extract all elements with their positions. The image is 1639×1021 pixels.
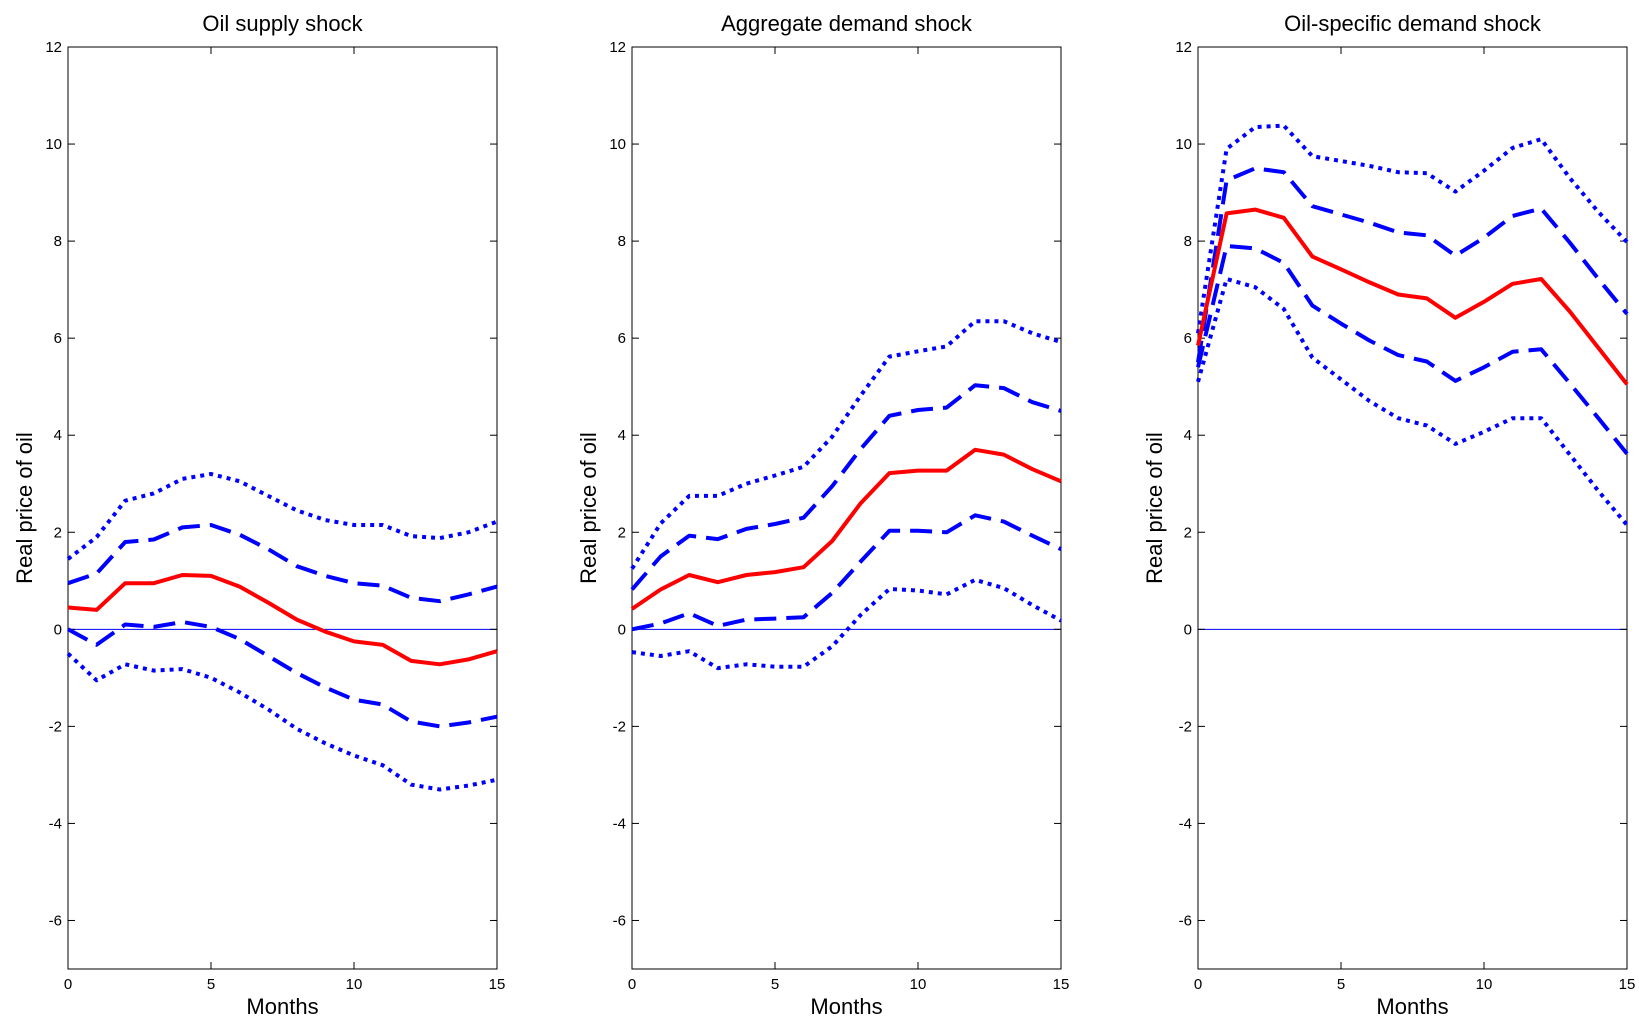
panel-3-x-tick-label: 15 (1619, 976, 1636, 993)
panel-1-confidence-band-dotted-line (66, 652, 498, 792)
panel-2-y-axis-label: Real price of oil (576, 432, 601, 584)
panel-3-confidence-band-dotted-line (1196, 123, 1629, 334)
panel-3-x-tick-label: 0 (1194, 976, 1202, 993)
panel-2-x-tick-label: 5 (771, 976, 779, 993)
panel-2-y-tick-label: -2 (613, 718, 626, 735)
panel-3-confidence-band-dotted-line (1196, 277, 1629, 527)
panel-2-y-tick-label: 8 (618, 233, 626, 250)
panel-1-point-estimate-line (67, 573, 498, 667)
panel-1-x-tick-label: 15 (489, 976, 506, 993)
panel-2-plot-frame (631, 46, 1062, 970)
panel-2-confidence-band-dashed-line (630, 383, 1062, 591)
panel-3-x-tick-label: 10 (1476, 976, 1493, 993)
panel-1-confidence-band-dashed-line (67, 620, 498, 729)
panel-3-x-axis-label: Months (1376, 994, 1448, 1019)
panel-1-title: Oil supply shock (202, 11, 363, 36)
panel-3-point-estimate-line (1196, 207, 1629, 386)
panel-3-y-tick-label: 4 (1184, 427, 1192, 444)
panel-2-y-tick-label: -4 (613, 815, 626, 832)
panel-1-x-tick-label: 5 (207, 976, 215, 993)
panel-2-point-estimate-line (630, 447, 1062, 611)
panel-3-title: Oil-specific demand shock (1284, 11, 1542, 36)
panel-3-y-tick-label: 10 (1175, 136, 1192, 153)
panel-2-y-tick-label: 6 (618, 330, 626, 347)
panel-2-y-tick-label: 4 (618, 427, 626, 444)
panel-3-x-tick-label: 5 (1337, 976, 1345, 993)
panel-1-plot-frame (67, 46, 498, 970)
panel-2-confidence-band-dotted-line (630, 319, 1062, 570)
panel-1-y-tick-label: 8 (54, 233, 62, 250)
panel-2-y-tick-label: 10 (609, 136, 626, 153)
panel-1-confidence-band-dashed-line (67, 523, 498, 604)
panel-3-y-tick-label: -4 (1179, 815, 1192, 832)
panel-2-confidence-band-dotted-line (631, 577, 1062, 671)
panel-3-confidence-band-dashed-line (1196, 244, 1629, 455)
panel-3-plot-frame (1197, 46, 1628, 970)
panel-3-y-tick-label: -6 (1179, 912, 1192, 929)
panel-1-y-tick-label: -6 (49, 912, 62, 929)
panel-1-x-tick-label: 0 (64, 976, 72, 993)
panel-1-y-tick-label: -4 (49, 815, 62, 832)
panel-2-title: Aggregate demand shock (721, 11, 973, 36)
panel-1-y-tick-label: 10 (45, 136, 62, 153)
panel-1-y-tick-label: 4 (54, 427, 62, 444)
panel-3-y-tick-label: 0 (1184, 621, 1192, 638)
panel-3-confidence-band-dashed-line (1196, 166, 1629, 363)
panel-2-x-axis-label: Months (810, 994, 882, 1019)
panel-1-x-axis-label: Months (246, 994, 318, 1019)
panel-2-y-tick-label: -6 (613, 912, 626, 929)
panel-1-y-tick-label: 0 (54, 621, 62, 638)
panel-3-y-tick-label: 12 (1175, 39, 1192, 56)
panel-3-y-tick-label: 6 (1184, 330, 1192, 347)
panel-1-y-tick-label: 12 (45, 39, 62, 56)
panel-3-y-tick-label: -2 (1179, 718, 1192, 735)
panel-3-y-tick-label: 8 (1184, 233, 1192, 250)
panel-2-y-tick-label: 0 (618, 621, 626, 638)
panel-1-y-tick-label: 6 (54, 330, 62, 347)
panel-2-y-tick-label: 12 (609, 39, 626, 56)
panel-2-y-tick-label: 2 (618, 524, 626, 541)
panel-1-y-tick-label: -2 (49, 718, 62, 735)
panel-2-x-tick-label: 0 (628, 976, 636, 993)
panel-1-y-axis-label: Real price of oil (12, 432, 37, 584)
panel-1-x-tick-label: 10 (346, 976, 363, 993)
panel-2-x-tick-label: 15 (1053, 976, 1070, 993)
panel-3-y-axis-label: Real price of oil (1142, 432, 1167, 584)
panel-3-y-tick-label: 2 (1184, 524, 1192, 541)
panel-1-confidence-band-dotted-line (66, 472, 498, 561)
panel-2-x-tick-label: 10 (910, 976, 927, 993)
panel-2-confidence-band-dashed-line (631, 513, 1062, 632)
panel-1-y-tick-label: 2 (54, 524, 62, 541)
